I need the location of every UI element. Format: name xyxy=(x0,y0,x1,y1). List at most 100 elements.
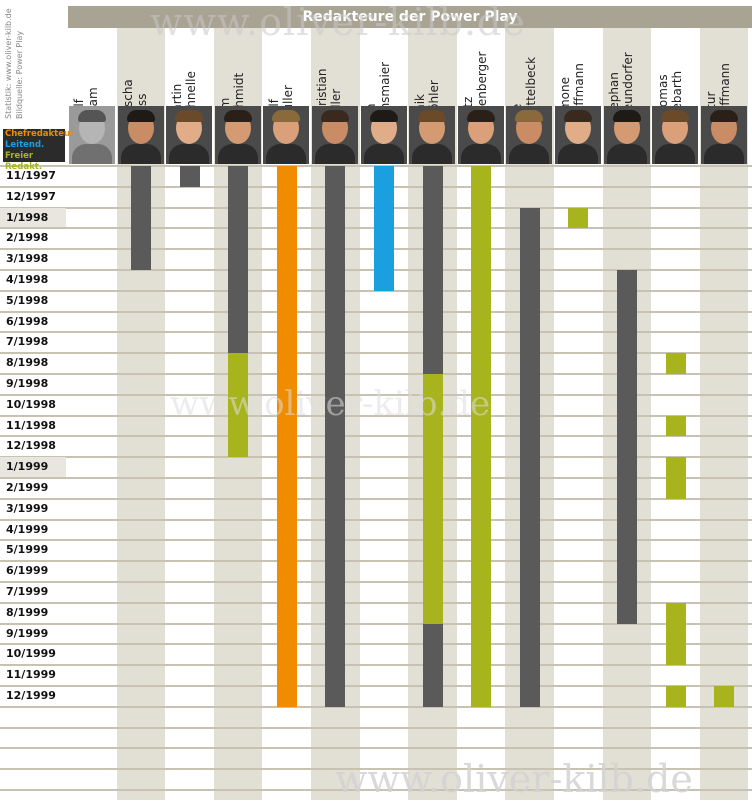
month-label: 8/1998 xyxy=(6,356,49,370)
month-label: 10/1998 xyxy=(6,397,56,411)
tenure-bar-redakteur xyxy=(422,166,443,374)
row-line xyxy=(0,477,752,479)
row-line xyxy=(0,685,752,687)
tenure-bar-redakteur xyxy=(130,166,151,270)
row-line xyxy=(0,497,752,500)
tenure-bar-frei xyxy=(665,353,686,374)
editor-photo xyxy=(457,106,504,164)
tenure-bar-frei xyxy=(665,457,686,499)
month-label: 8/1999 xyxy=(6,605,49,619)
row-line xyxy=(0,789,752,791)
row-line xyxy=(0,414,752,417)
month-label: 5/1998 xyxy=(6,293,49,307)
tenure-bar-frei xyxy=(228,353,249,458)
tenure-bar-frei xyxy=(665,686,686,707)
photo-hair xyxy=(175,110,204,122)
tenure-bar-redakteur xyxy=(519,207,540,707)
month-label: 9/1998 xyxy=(6,377,49,390)
photo-hair xyxy=(78,110,106,122)
row-line xyxy=(0,705,752,708)
month-label: 12/1999 xyxy=(6,689,56,702)
month-label: 1/1998 xyxy=(6,210,49,224)
photo-hair xyxy=(272,110,301,122)
editor-photo xyxy=(603,106,650,164)
photo-body xyxy=(460,144,501,164)
month-label: 2/1998 xyxy=(6,231,49,245)
photo-hair xyxy=(321,110,349,122)
month-label: 4/1998 xyxy=(6,273,49,286)
row-line xyxy=(0,373,752,375)
photo-hair xyxy=(564,110,592,122)
row-line xyxy=(0,747,752,750)
watermark-middle: www.oliver-kilb.de xyxy=(170,384,491,424)
month-label: 3/1998 xyxy=(6,252,49,266)
month-label: 5/1999 xyxy=(6,543,49,557)
tenure-bar-frei xyxy=(422,374,443,624)
tenure-bar-frei xyxy=(665,602,686,666)
row-line xyxy=(0,664,752,667)
photo-hair xyxy=(223,110,252,122)
row-line xyxy=(0,331,752,334)
month-label: 11/1997 xyxy=(6,169,56,182)
tenure-bar-redakteur xyxy=(616,270,637,624)
tenure-bar-frei xyxy=(471,166,492,707)
editor-photo xyxy=(312,106,358,164)
photo-body xyxy=(655,144,696,164)
watermark-top: www.oliver-kilb.de xyxy=(150,0,526,44)
source-image: Bildquelle: Power Play xyxy=(15,30,24,119)
editor-photo xyxy=(506,106,553,164)
legend-item: Chefredakteur xyxy=(3,129,75,140)
tenure-bar-redakteur xyxy=(228,166,249,354)
tenure-bar-redakteur xyxy=(422,623,443,707)
month-label: 6/1998 xyxy=(6,314,49,328)
tenure-bar-frei xyxy=(714,686,735,707)
row-line xyxy=(0,539,752,542)
editor-photo xyxy=(214,106,261,164)
row-line xyxy=(0,393,752,396)
tenure-bar-chef xyxy=(276,166,297,707)
photo-hair xyxy=(661,110,690,122)
row-line xyxy=(0,518,752,521)
row-line xyxy=(0,726,752,729)
editor-photo xyxy=(409,106,456,164)
month-label: 9/1999 xyxy=(6,626,49,640)
editor-photo xyxy=(166,106,213,164)
photo-body xyxy=(509,144,550,164)
photo-body xyxy=(169,144,210,164)
month-label: 11/1999 xyxy=(6,668,56,682)
year-highlight xyxy=(0,207,66,228)
photo-hair xyxy=(612,110,641,122)
row-line xyxy=(0,456,752,459)
editor-photo xyxy=(700,106,747,164)
editor-photo xyxy=(263,106,310,164)
month-label: 4/1999 xyxy=(6,522,49,536)
legend-item: Leitend. Red. xyxy=(3,140,65,161)
month-label: 1/1999 xyxy=(6,460,49,474)
month-label: 11/1998 xyxy=(6,418,56,432)
title-bar xyxy=(68,6,752,28)
row-line xyxy=(0,643,752,646)
photo-body xyxy=(120,144,161,164)
month-label: 12/1997 xyxy=(6,189,56,203)
photo-body xyxy=(217,144,258,164)
month-label: 7/1999 xyxy=(6,585,49,598)
tenure-bar-frei xyxy=(568,207,589,229)
legend-item: Freier Redakt. xyxy=(3,151,65,172)
editor-photo xyxy=(652,106,699,164)
row-line xyxy=(0,581,752,583)
tenure-bar-redakteur xyxy=(179,166,200,187)
editor-photo xyxy=(117,106,164,164)
tenure-bar-redakteur xyxy=(325,166,346,707)
month-label: 7/1998 xyxy=(6,335,49,349)
year-highlight xyxy=(0,457,66,477)
editor-photo xyxy=(69,106,115,164)
photo-body xyxy=(315,144,355,164)
photo-body xyxy=(703,144,744,164)
row-line xyxy=(0,435,752,438)
photo-hair xyxy=(126,110,155,122)
month-label: 10/1999 xyxy=(6,647,56,661)
photo-hair xyxy=(515,110,544,122)
row-line xyxy=(0,310,752,313)
tenure-bar-leitend xyxy=(373,166,394,291)
